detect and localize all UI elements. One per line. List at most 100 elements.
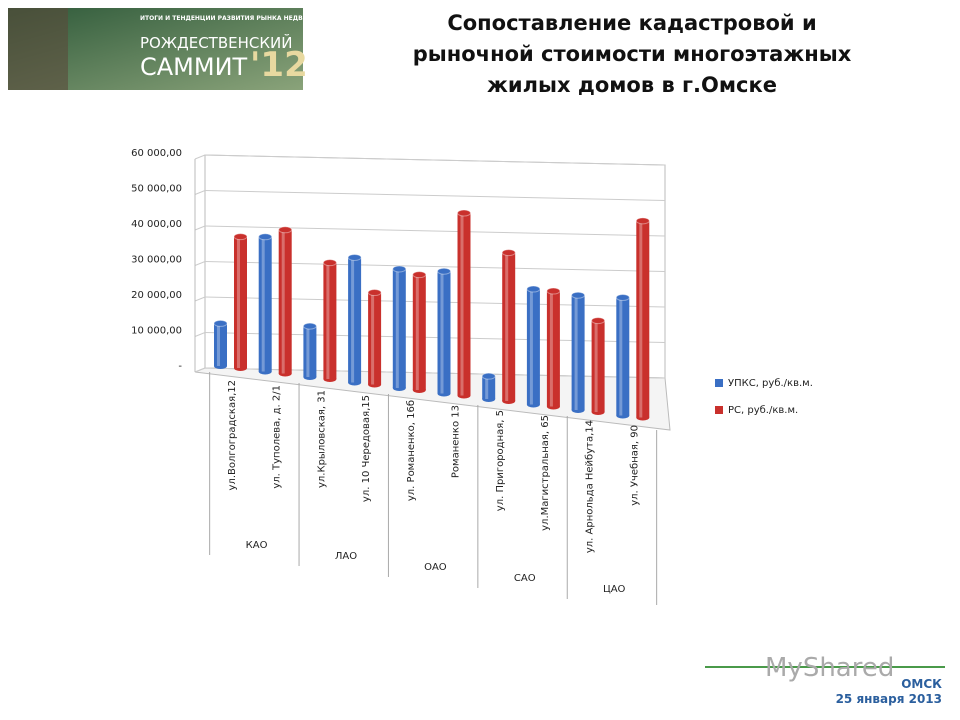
bar-top [481,372,496,380]
bar-top [367,289,382,297]
bar [278,229,292,374]
bar-top [213,319,228,327]
bar [546,291,560,407]
bar-shine [351,257,355,383]
bar [457,212,471,396]
banner-name: РОЖДЕСТВЕНСКИЙ [140,33,292,52]
footer-date: 25 января 2013 [836,692,942,706]
group-label: САО [514,573,536,584]
bar-shine [505,252,509,401]
bar-shine [237,236,240,368]
grid-line [204,154,666,166]
bar-shine [485,376,489,399]
legend-swatch [715,379,723,387]
bar [636,220,650,418]
side-grid-line [194,225,206,231]
banner-year: '12 [250,45,308,85]
bar-shine [549,291,553,407]
legend-label: УПКС, руб./кв.м. [728,378,813,389]
bar-shine [460,212,464,396]
chart: - 10 000,00 20 000,00 30 000,00 40 000,00 50 … [131,148,813,605]
bar-top [546,287,561,295]
x-tick-label: ул. 10 Чередовая,15 [361,395,372,502]
bar [526,289,540,405]
bar [368,292,382,385]
bar [392,268,406,388]
bar-top [526,285,541,293]
bar-top [258,233,273,241]
bar [348,257,362,383]
bar-shine [371,292,375,385]
chart-title: Сопоставление кадастровой и рыночной стои… [413,11,852,97]
bar [412,274,426,390]
bar [482,376,496,399]
bar-top [501,249,516,257]
bar [571,295,585,410]
banner-line: ИТОГИ И ТЕНДЕНЦИИ РАЗВИТИЯ РЫНКА НЕДВИЖИ… [140,15,345,22]
bar [214,323,227,366]
footer-city: ОМСК [901,677,942,691]
x-tick-label: ул. Арнольда Нейбута,14 [585,420,596,553]
group-label: ЦАО [603,584,626,595]
grid-line [204,190,666,201]
bar-top [278,226,293,234]
grid-line [204,261,666,272]
bar [323,262,337,379]
bar-top [347,253,362,261]
legend-swatch [715,406,723,414]
legend-label: РС, руб./кв.м. [728,405,798,416]
y-tick-label: 10 000,00 [131,326,182,337]
bar-shine [619,297,623,416]
bar-shine [217,323,220,366]
bar-shine [594,320,598,412]
bar-top [233,233,248,241]
group-label: ЛАО [335,551,357,562]
side-grid-line [194,332,206,337]
bar [502,252,516,401]
x-tick-label: ул. Романенко, 16б [406,400,417,501]
bar-shine [440,271,444,394]
side-grid-line [194,261,206,266]
bar-top [457,209,471,217]
watermark: MyShared [765,653,894,683]
y-tick-label: 50 000,00 [131,184,182,195]
x-tick-label: ул.Крыловская, 31 [316,390,327,488]
bar-shine [281,229,285,374]
y-tick-label: - [178,361,182,372]
banner-name2: САММИТ [140,53,248,81]
bar [234,236,247,368]
y-tick-label: 30 000,00 [131,255,182,266]
bar-shine [306,326,310,377]
x-tick-label: ул. Учебная, 90 [629,425,640,506]
bar-top [322,259,337,267]
bar-top [392,265,407,273]
side-grid-line [194,296,206,302]
bar-top [591,317,606,325]
bar-shine [261,236,265,372]
group-label: КАО [246,540,268,551]
x-tick-label: Романенко 13 [451,405,462,478]
bar-shine [529,289,533,405]
chart-title-group: Сопоставление кадастровой и рыночной стои… [413,11,852,97]
grid-line [204,225,666,237]
side-grid-line [194,367,206,373]
bar [303,326,317,377]
bar-top [635,217,650,225]
bar-shine [639,220,643,418]
y-tick-label: 20 000,00 [131,290,182,301]
x-tick-label: ул.Волгоградская,12 [227,380,238,490]
bar-shine [415,274,419,390]
banner-image [8,8,68,90]
bar [616,297,630,416]
bar-shine [395,268,399,388]
group-label: ОАО [424,562,447,573]
bar [258,236,272,372]
bar [591,320,605,412]
x-tick-label: ул.Магистральная, 65 [540,415,551,531]
bar-top [302,322,317,330]
y-tick-label: 40 000,00 [131,219,182,230]
bar-top [571,291,586,299]
x-tick-label: ул. Туполева, д. 2/1 [272,385,283,489]
bar-top [437,267,451,275]
